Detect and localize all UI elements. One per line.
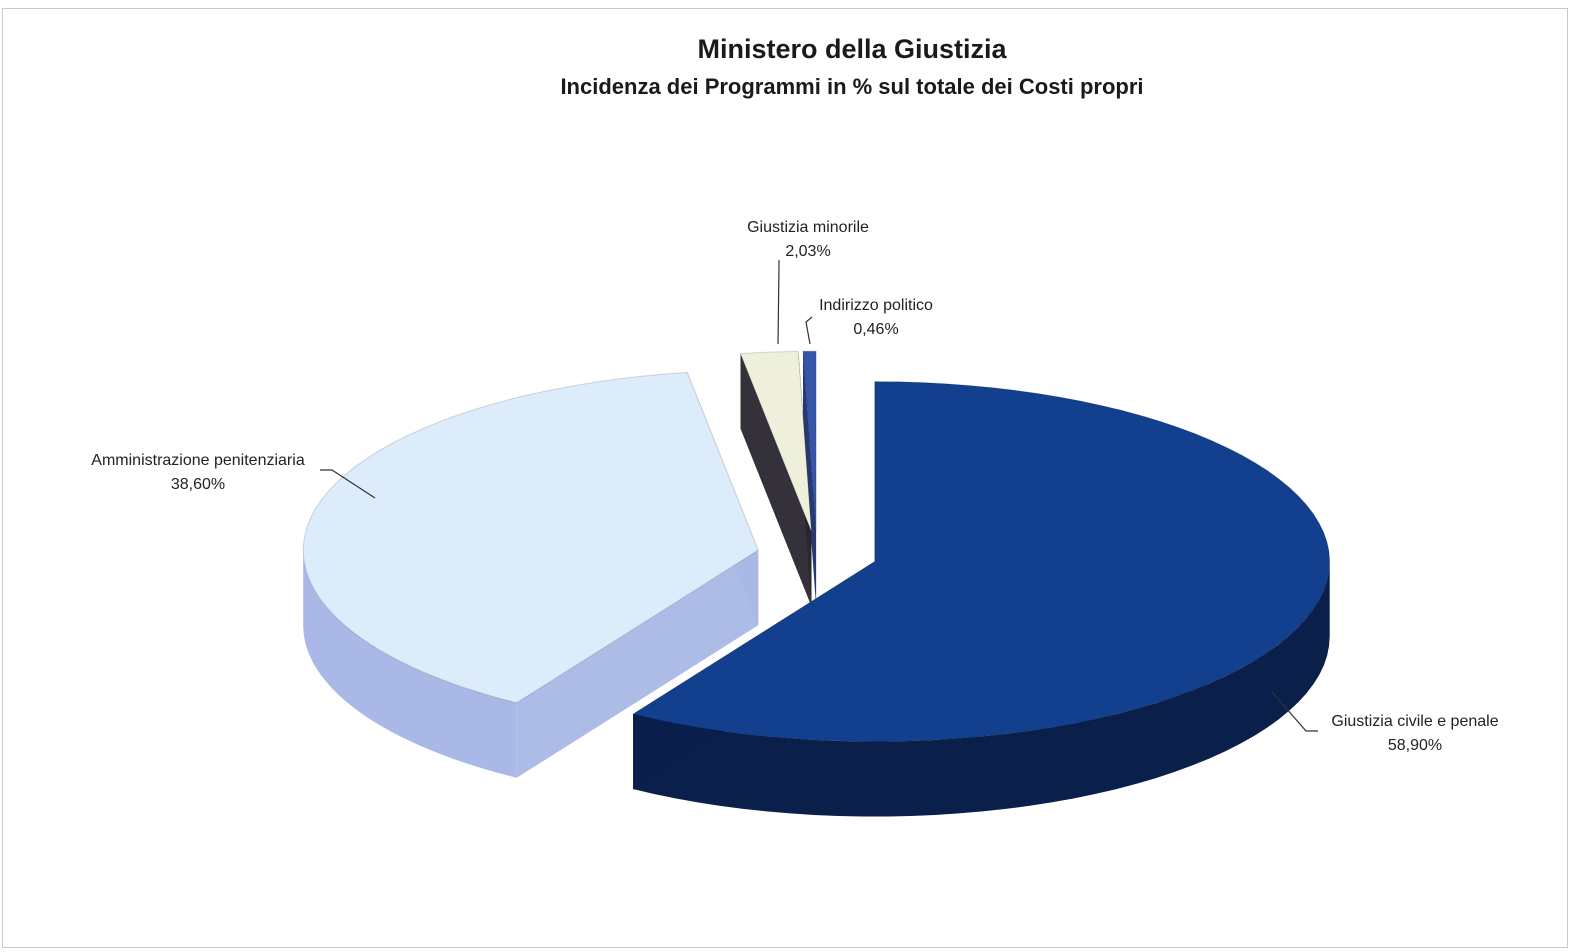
slice-amministrazione-penitenziaria [302,371,759,704]
pie-labels: Giustizia civile e penale 58,90% Amministr… [91,219,1498,754]
slice-wall-giustizia-minorile-0 [740,353,812,607]
chart-title: Ministero della Giustizia [697,34,1007,64]
slice-giustizia-civile-e-penale [631,381,1331,743]
slice-value-giustizia-civile-e-penale: 58,90% [1388,737,1442,754]
leader-line-giustizia-civile-e-penale [1271,691,1318,732]
chart-subtitle: Incidenza dei Programmi in % sul totale … [560,74,1144,99]
slice-label-giustizia-civile-e-penale: Giustizia civile e penale [1331,713,1498,730]
leader-line-giustizia-minorile [777,260,780,345]
slice-side-amministrazione-penitenziaria [303,550,517,778]
slice-value-indirizzo-politico: 0,46% [853,321,898,338]
slice-value-giustizia-minorile: 2,03% [785,243,830,260]
slice-label-giustizia-minorile: Giustizia minorile [747,219,869,236]
slice-wall-amministrazione-penitenziaria-0 [516,550,759,778]
slice-side-giustizia-civile-e-penale [633,561,1330,817]
slice-label-indirizzo-politico: Indirizzo politico [819,297,933,314]
leader-line-indirizzo-politico [805,316,813,345]
slice-value-amministrazione-penitenziaria: 38,60% [171,476,225,493]
slice-giustizia-minorile [739,350,812,532]
leader-line-amministrazione-penitenziaria [320,469,376,499]
pie-leaders [320,260,1318,732]
slice-wall-indirizzo-politico-0 [803,351,817,607]
slice-label-amministrazione-penitenziaria: Amministrazione penitenziaria [91,452,305,469]
slice-indirizzo-politico [802,350,817,532]
pie-tops [302,350,1331,743]
